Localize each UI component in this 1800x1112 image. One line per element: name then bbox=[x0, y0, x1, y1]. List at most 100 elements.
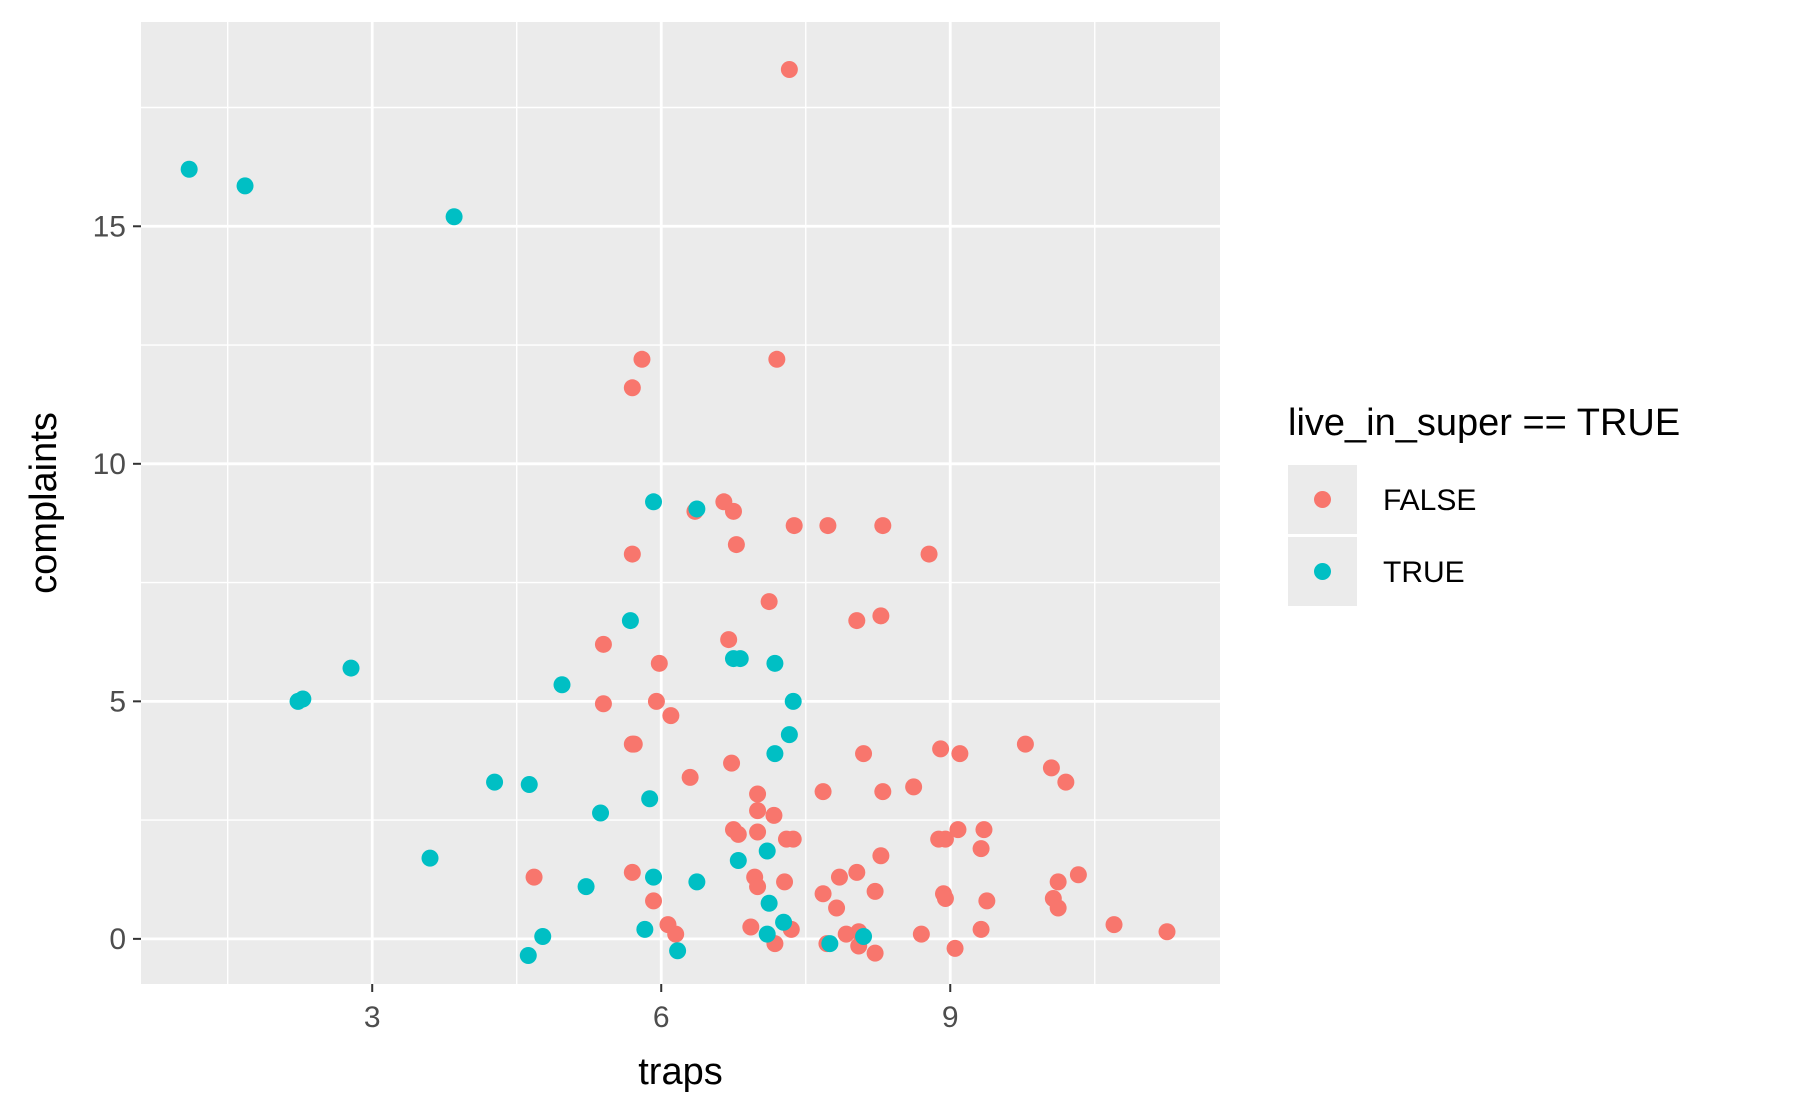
point-false bbox=[912, 925, 930, 943]
point-false bbox=[760, 593, 778, 611]
point-false bbox=[1049, 899, 1067, 917]
point-false bbox=[667, 925, 685, 943]
legend-swatch bbox=[1314, 563, 1331, 580]
legend-label: TRUE bbox=[1383, 556, 1465, 589]
point-false bbox=[932, 740, 950, 758]
point-true bbox=[688, 500, 706, 518]
grid-minor bbox=[141, 22, 1220, 984]
data-points bbox=[180, 61, 1176, 964]
point-true bbox=[180, 160, 198, 178]
point-false bbox=[525, 868, 543, 886]
point-false bbox=[633, 350, 651, 368]
point-true bbox=[421, 849, 439, 867]
point-true bbox=[636, 920, 654, 938]
point-false bbox=[594, 695, 612, 713]
x-tick-label: 9 bbox=[942, 1001, 959, 1034]
point-false bbox=[1049, 873, 1067, 891]
point-false bbox=[830, 868, 848, 886]
point-false bbox=[874, 783, 892, 801]
point-false bbox=[623, 545, 641, 563]
point-true bbox=[342, 659, 360, 677]
y-axis: 0 5 10 15 bbox=[93, 210, 141, 956]
point-true bbox=[645, 493, 663, 511]
point-false bbox=[662, 707, 680, 725]
point-false bbox=[975, 821, 993, 839]
point-false bbox=[768, 350, 786, 368]
point-false bbox=[814, 885, 832, 903]
point-false bbox=[866, 944, 884, 962]
point-true bbox=[758, 842, 776, 860]
point-true bbox=[780, 726, 798, 744]
point-false bbox=[828, 899, 846, 917]
point-false bbox=[742, 918, 760, 936]
point-false bbox=[1057, 773, 1075, 791]
point-true bbox=[520, 775, 538, 793]
point-false bbox=[920, 545, 938, 563]
legend: live_in_super == TRUE FALSE TRUE bbox=[1288, 402, 1680, 606]
point-false bbox=[785, 517, 803, 535]
point-true bbox=[784, 692, 802, 710]
point-true bbox=[775, 913, 793, 931]
x-axis: 3 6 9 bbox=[364, 984, 959, 1034]
point-false bbox=[874, 517, 892, 535]
point-false bbox=[623, 863, 641, 881]
x-tick-label: 6 bbox=[653, 1001, 670, 1034]
point-false bbox=[727, 536, 745, 554]
point-false bbox=[905, 778, 923, 796]
point-true bbox=[766, 745, 784, 763]
y-tick-label: 5 bbox=[109, 685, 126, 718]
point-true bbox=[519, 946, 537, 964]
point-false bbox=[936, 830, 954, 848]
point-false bbox=[946, 939, 964, 957]
point-true bbox=[766, 654, 784, 672]
point-false bbox=[749, 823, 767, 841]
point-true bbox=[294, 690, 312, 708]
point-false bbox=[814, 783, 832, 801]
point-false bbox=[729, 825, 747, 843]
point-false bbox=[776, 873, 794, 891]
point-false bbox=[972, 840, 990, 858]
point-false bbox=[972, 920, 990, 938]
point-false bbox=[819, 517, 837, 535]
point-false bbox=[723, 754, 741, 772]
y-axis-title: complaints bbox=[23, 412, 65, 594]
point-true bbox=[731, 650, 749, 668]
point-false bbox=[681, 768, 699, 786]
y-tick-label: 15 bbox=[93, 210, 126, 243]
point-false bbox=[1069, 866, 1087, 884]
point-false bbox=[978, 892, 996, 910]
point-false bbox=[650, 654, 668, 672]
point-false bbox=[724, 502, 742, 520]
point-true bbox=[486, 773, 504, 791]
point-false bbox=[848, 863, 866, 881]
point-false bbox=[949, 821, 967, 839]
point-true bbox=[577, 878, 595, 896]
point-true bbox=[592, 804, 610, 822]
point-false bbox=[720, 631, 738, 649]
point-true bbox=[688, 873, 706, 891]
y-tick-label: 10 bbox=[93, 448, 126, 481]
point-false bbox=[645, 892, 663, 910]
point-true bbox=[729, 851, 747, 869]
point-false bbox=[872, 847, 890, 865]
legend-label: FALSE bbox=[1383, 484, 1476, 517]
x-tick-label: 3 bbox=[364, 1001, 381, 1034]
point-true bbox=[621, 612, 639, 630]
point-true bbox=[758, 925, 776, 943]
point-true bbox=[645, 868, 663, 886]
legend-title: live_in_super == TRUE bbox=[1288, 402, 1680, 444]
point-false bbox=[1158, 923, 1176, 941]
point-true bbox=[445, 208, 463, 226]
point-false bbox=[647, 692, 665, 710]
point-false bbox=[1105, 916, 1123, 934]
point-true bbox=[534, 927, 552, 945]
point-false bbox=[872, 607, 890, 625]
x-axis-title: traps bbox=[638, 1051, 722, 1093]
point-false bbox=[784, 830, 802, 848]
legend-swatch bbox=[1314, 491, 1331, 508]
legend-item-false: FALSE bbox=[1288, 465, 1476, 534]
point-false bbox=[625, 735, 643, 753]
legend-items: FALSE TRUE bbox=[1288, 465, 1476, 606]
point-false bbox=[855, 745, 873, 763]
